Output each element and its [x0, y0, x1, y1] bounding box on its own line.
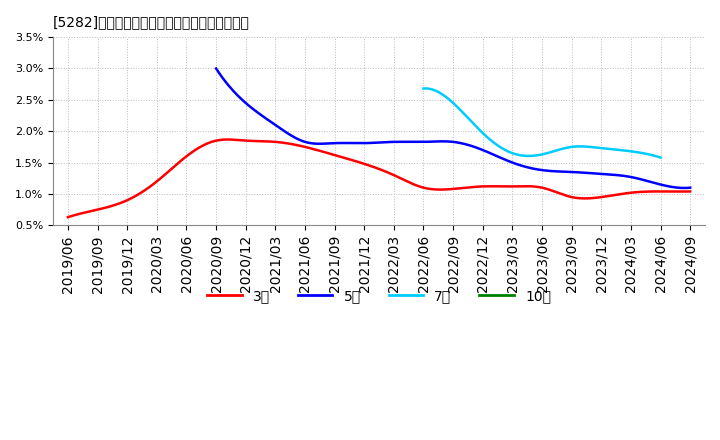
- 7年: [656, 155, 665, 160]
- 7年: [560, 146, 569, 151]
- 3年: [630, 190, 639, 195]
- 3年: [436, 187, 445, 192]
- 5年: [492, 154, 501, 159]
- 5年: [680, 185, 688, 191]
- 5年: [494, 154, 503, 159]
- 3年: [686, 189, 695, 194]
- 7年: [419, 86, 428, 91]
- 7年: [420, 86, 428, 91]
- 7年: [421, 86, 430, 91]
- 3年: [66, 214, 74, 219]
- Line: 5年: 5年: [216, 69, 690, 188]
- 7年: [561, 145, 570, 150]
- 3年: [224, 137, 233, 142]
- Legend: 3年, 5年, 7年, 10年: 3年, 5年, 7年, 10年: [202, 284, 557, 309]
- Line: 3年: 3年: [68, 139, 690, 217]
- 7年: [635, 150, 644, 155]
- 3年: [63, 215, 72, 220]
- 5年: [212, 66, 220, 71]
- 5年: [642, 178, 650, 183]
- Line: 7年: 7年: [423, 88, 660, 158]
- 3年: [434, 187, 443, 192]
- Text: [5282]　当期純利益マージンの標準偏差の推移: [5282] 当期純利益マージンの標準偏差の推移: [53, 15, 250, 29]
- 5年: [213, 68, 222, 73]
- 7年: [565, 145, 574, 150]
- 3年: [446, 187, 455, 192]
- 5年: [686, 185, 695, 191]
- 5年: [502, 158, 510, 163]
- 5年: [611, 172, 620, 178]
- 7年: [620, 148, 629, 153]
- 3年: [590, 195, 599, 201]
